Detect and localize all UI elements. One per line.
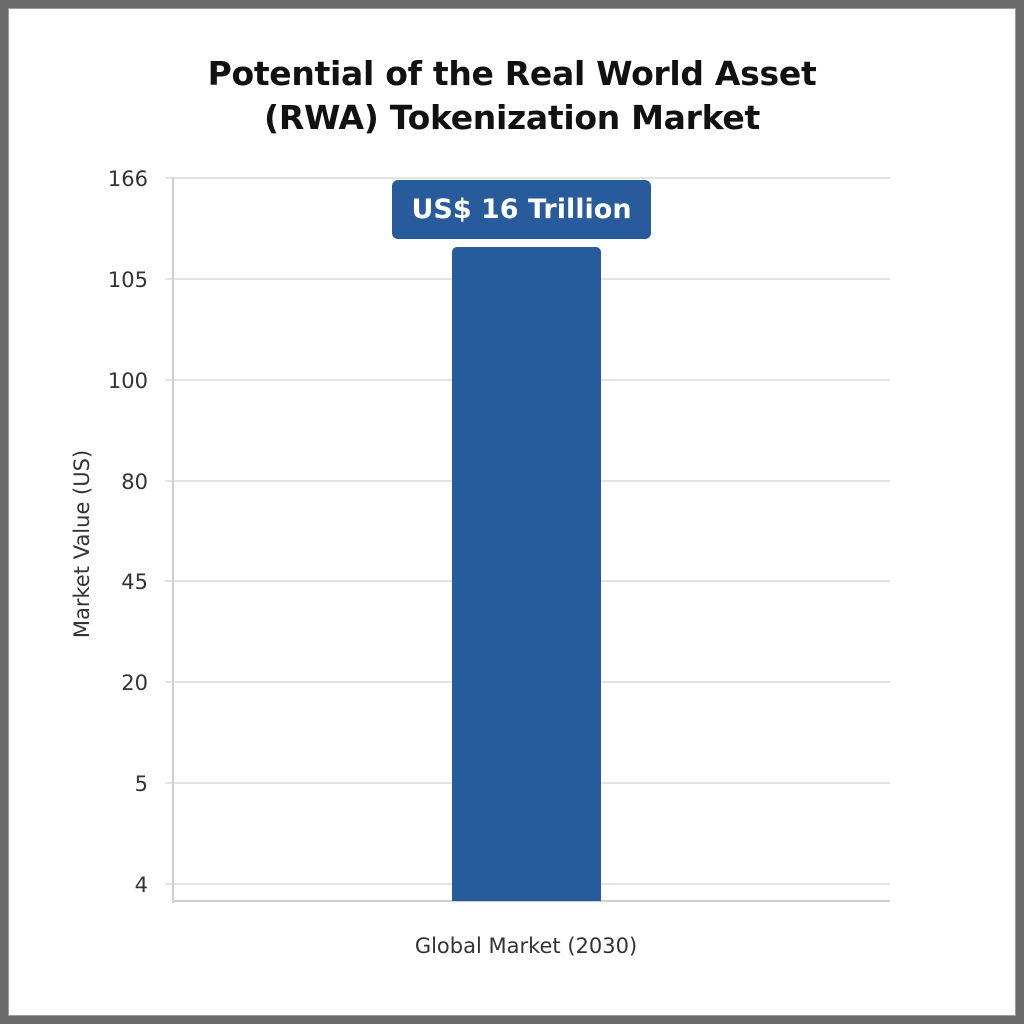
y-axis <box>172 177 174 903</box>
x-axis-category-label: Global Market (2030) <box>414 934 638 958</box>
bar-global-market-2030 <box>452 247 601 901</box>
y-tick-label: 4 <box>134 873 148 897</box>
chart-title: Potential of the Real World Asset (RWA) … <box>0 52 1024 140</box>
y-tick-label: 80 <box>121 470 148 494</box>
y-tick-label: 45 <box>121 570 148 594</box>
x-axis <box>172 900 890 902</box>
chart-title-line-2: (RWA) Tokenization Market <box>264 98 760 137</box>
gridline <box>165 177 890 179</box>
y-tick-label: 105 <box>107 268 148 292</box>
y-tick-label: 166 <box>107 167 148 191</box>
y-tick-label: 20 <box>121 671 148 695</box>
y-axis-title: Market Value (US) <box>70 449 94 639</box>
chart-title-line-1: Potential of the Real World Asset <box>207 54 817 93</box>
bar-value-label-text: US$ 16 Trillion <box>411 194 632 225</box>
y-tick-label: 100 <box>107 369 148 393</box>
y-tick-label: 5 <box>134 772 148 796</box>
bar-value-label: US$ 16 Trillion <box>392 180 651 239</box>
